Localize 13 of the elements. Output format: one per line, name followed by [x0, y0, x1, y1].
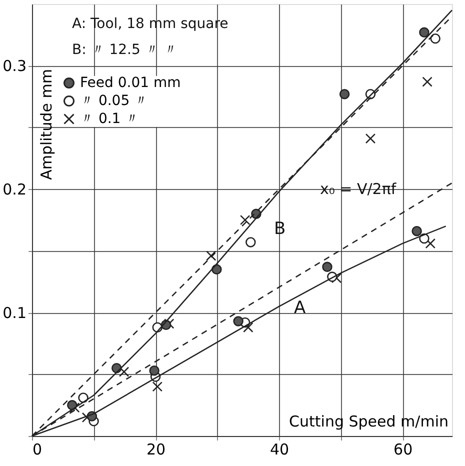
- y-tick-label: 0.1: [2, 304, 26, 322]
- legend-label: Feed 0.01 mm: [80, 75, 181, 91]
- annotation: A: [294, 298, 306, 318]
- y-tick-label: 0.3: [2, 57, 26, 76]
- x-tick-label: 60: [394, 440, 413, 458]
- x-tick-label: 0: [32, 440, 42, 458]
- legend-label: 〃 0.1 〃: [80, 111, 140, 127]
- y-tick-label: 0.2: [2, 180, 26, 199]
- annotation: B: 〃 12.5 〃 〃: [72, 42, 178, 58]
- legend-label: 〃 0.05 〃: [80, 93, 148, 109]
- x-tick-label: 20: [146, 440, 166, 458]
- x-tick-label: 40: [270, 440, 290, 458]
- y-axis-title: Amplitude mm: [38, 69, 56, 180]
